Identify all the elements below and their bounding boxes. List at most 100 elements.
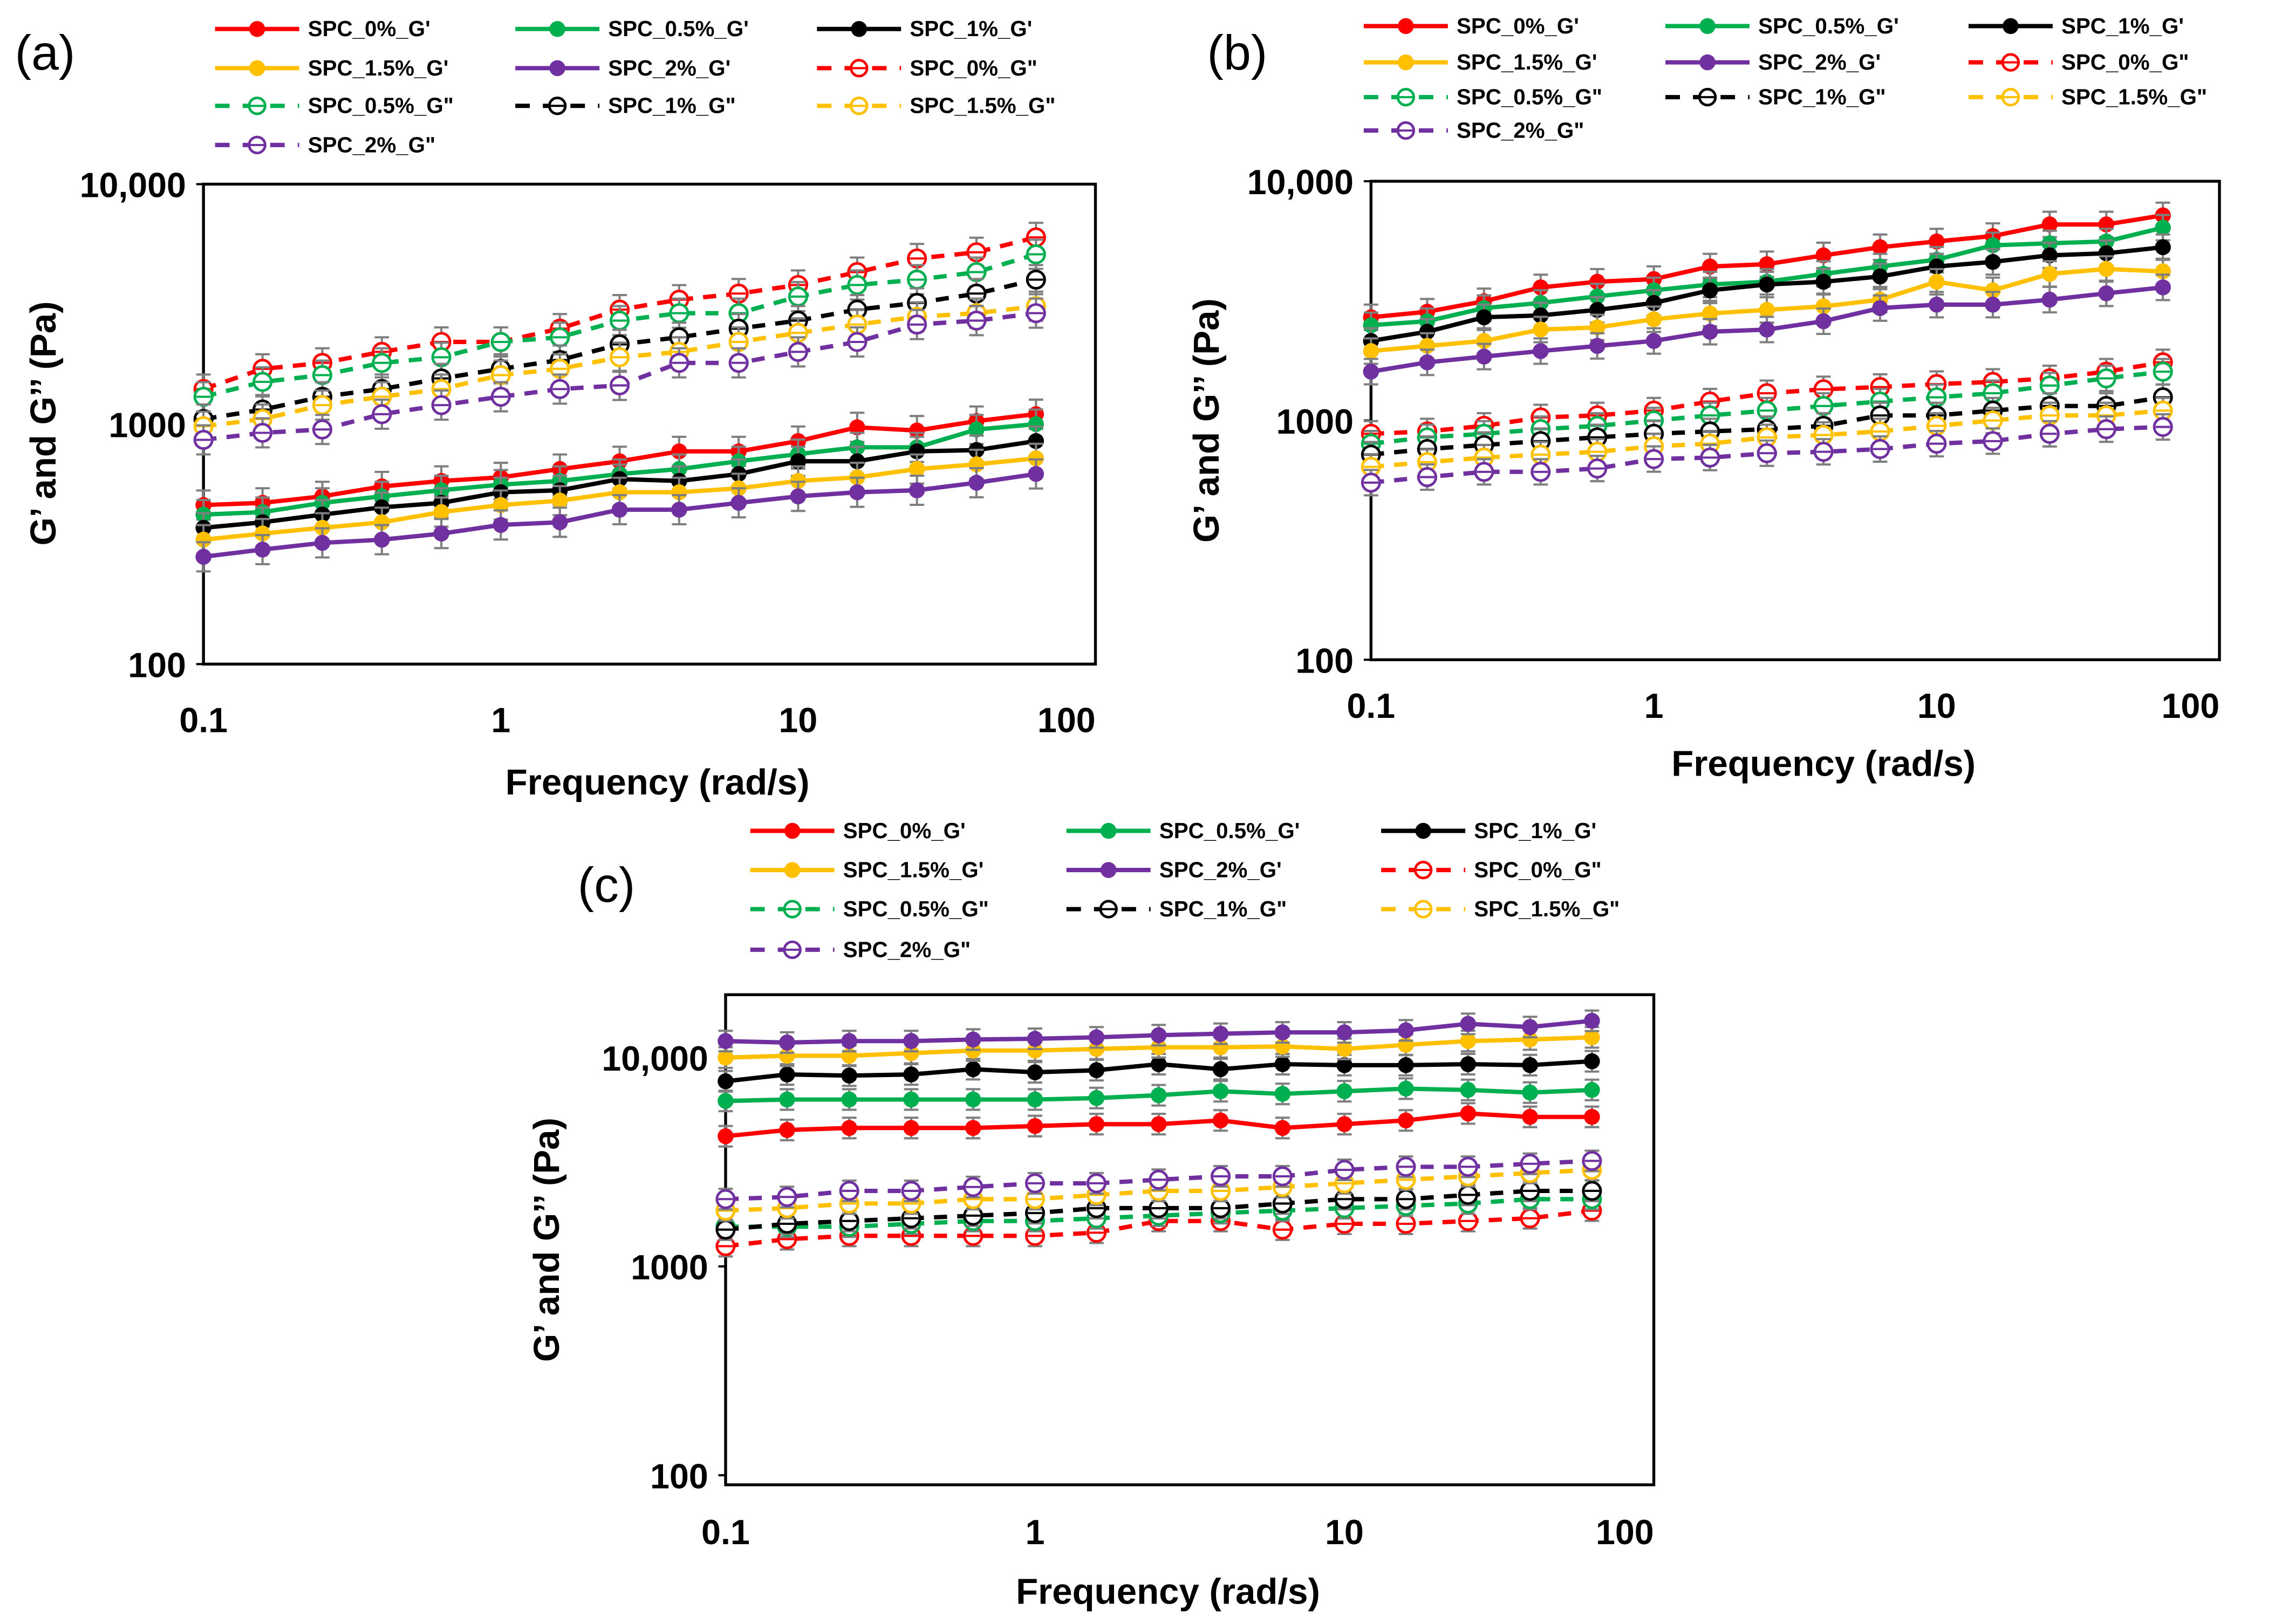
series-line (725, 1188, 1592, 1232)
data-point (671, 484, 687, 501)
legend-label: SPC_0.5%_G" (308, 93, 454, 118)
y-axis-title: G’ and G’’ (Pa) (23, 301, 64, 546)
data-point (1815, 273, 1832, 290)
data-point (2155, 279, 2171, 296)
data-point (779, 1091, 795, 1108)
data-point (1336, 1024, 1352, 1040)
data-point (718, 1093, 734, 1109)
data-point (2041, 247, 2058, 264)
series-SPC-2%-G- (195, 458, 1044, 573)
data-point (1212, 1083, 1229, 1099)
legend: SPC_0%_G' SPC_0.5%_G' SPC_1%_G' SPC_1.5%_G'… (750, 818, 1620, 962)
data-point (195, 549, 211, 565)
legend-marker (549, 20, 565, 37)
data-point (1274, 1086, 1291, 1102)
legend-label: SPC_2%_G' (1159, 857, 1282, 882)
legend-label: SPC_1.5%_G' (843, 857, 984, 882)
legend-label: SPC_2%_G' (608, 56, 730, 80)
data-point (314, 535, 331, 551)
data-point (1274, 1120, 1291, 1136)
legend-label: SPC_0.5%_G' (608, 16, 749, 41)
data-point (1589, 338, 1606, 354)
legend-label: SPC_0%_G' (843, 818, 966, 843)
data-point (1815, 298, 1832, 314)
panel-label: (b) (1207, 25, 1268, 80)
legend-marker (549, 60, 565, 77)
data-point (1759, 301, 1775, 318)
data-point (1533, 279, 1549, 296)
data-point (1088, 1040, 1105, 1057)
legend-item: SPC_0%_G" (1968, 50, 2189, 74)
data-point (1985, 282, 2001, 299)
data-point (779, 1034, 795, 1051)
legend-marker (1699, 54, 1716, 71)
legend-label: SPC_1%_G" (1758, 85, 1885, 109)
data-point (849, 484, 865, 501)
legend-label: SPC_0%_G' (308, 16, 431, 41)
data-point (903, 1033, 919, 1049)
legend-item: SPC_0.5%_G' (1665, 13, 1899, 38)
data-point (903, 1091, 919, 1108)
y-tick-label: 10,000 (80, 166, 186, 205)
x-tick-label: 100 (1596, 1513, 1654, 1552)
legend-item: SPC_1%_G" (1066, 896, 1287, 921)
data-point (433, 525, 449, 542)
data-point (1533, 343, 1549, 359)
data-point (903, 1120, 919, 1136)
legend-item: SPC_1.5%_G' (215, 56, 448, 80)
data-point (1398, 1057, 1414, 1073)
panel-label: (a) (15, 25, 76, 80)
legend-item: SPC_1%_G' (1968, 13, 2184, 38)
legend-item: SPC_2%_G" (750, 937, 971, 962)
legend-item: SPC_2%_G" (1363, 118, 1584, 142)
legend-item: SPC_1%_G" (515, 93, 736, 118)
data-point (2098, 285, 2115, 301)
data-point (195, 531, 211, 548)
data-point (1336, 1040, 1352, 1057)
data-point (1274, 1024, 1291, 1040)
data-point (1088, 1062, 1105, 1079)
series-SPC-2%-G- (1363, 273, 2171, 386)
data-point (1759, 276, 1775, 293)
data-point (2041, 266, 2058, 282)
series-SPC-1.5%-G- (193, 290, 1046, 442)
data-point (1150, 1027, 1167, 1044)
data-point (373, 514, 390, 531)
data-point (671, 502, 687, 518)
y-tick-label: 1000 (108, 406, 186, 445)
x-tick-label: 100 (1037, 701, 1096, 740)
data-point (1150, 1056, 1167, 1072)
legend-item: SPC_2%_G' (1066, 857, 1282, 882)
data-point (254, 542, 271, 558)
series-SPC-1%-G- (715, 1179, 1602, 1241)
legend-marker (1699, 18, 1716, 35)
data-point (1460, 1081, 1477, 1098)
data-point (1027, 1031, 1043, 1047)
data-point (790, 488, 807, 505)
data-point (968, 421, 985, 438)
data-point (551, 514, 568, 531)
data-point (1702, 305, 1718, 322)
data-point (903, 1045, 919, 1061)
legend-label: SPC_1.5%_G" (2061, 85, 2207, 109)
data-point (1872, 239, 1888, 256)
legend-item: SPC_0.5%_G' (515, 16, 749, 41)
data-point (1028, 416, 1044, 433)
data-point (1645, 311, 1662, 327)
data-point (1419, 354, 1436, 371)
data-point (1212, 1025, 1229, 1042)
x-tick-label: 1 (491, 701, 510, 740)
series-line (725, 1159, 1592, 1202)
panel-c: (c) 0.1 1 10 100 100 1000 10,000 Frequency (rad/… (527, 818, 1656, 1612)
data-point (1150, 1039, 1167, 1056)
series-line (725, 1197, 1592, 1229)
data-point (1150, 1116, 1167, 1133)
data-point (1759, 321, 1775, 338)
legend-label: SPC_1%_G' (1474, 818, 1596, 843)
data-point (718, 1073, 734, 1089)
legend-label: SPC_1%_G' (2061, 13, 2184, 38)
x-tick-label: 100 (2161, 687, 2219, 725)
data-point (1985, 253, 2001, 270)
panel-a: (a) 0.1 1 10 100 100 1000 10,000 Frequency (rad/… (15, 16, 1097, 803)
data-point (779, 1122, 795, 1138)
